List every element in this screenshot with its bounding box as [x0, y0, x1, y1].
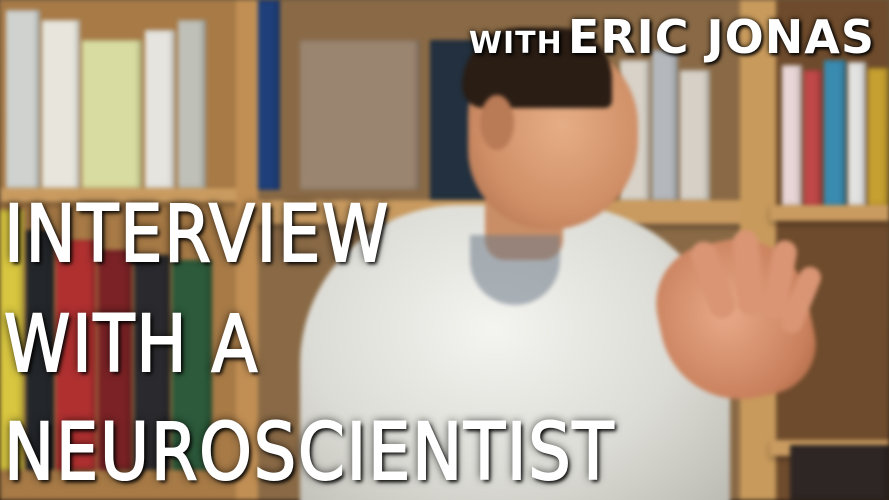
guest-name: ERIC JONAS — [567, 10, 875, 64]
with-word: WITH — [468, 26, 563, 61]
title-line-2: WITH A — [3, 300, 260, 390]
title-line-3: NEUROSCIENTIST — [3, 408, 616, 498]
guest-credit: WITH ERIC JONAS — [469, 10, 875, 64]
title-line-1: INTERVIEW — [3, 190, 391, 280]
